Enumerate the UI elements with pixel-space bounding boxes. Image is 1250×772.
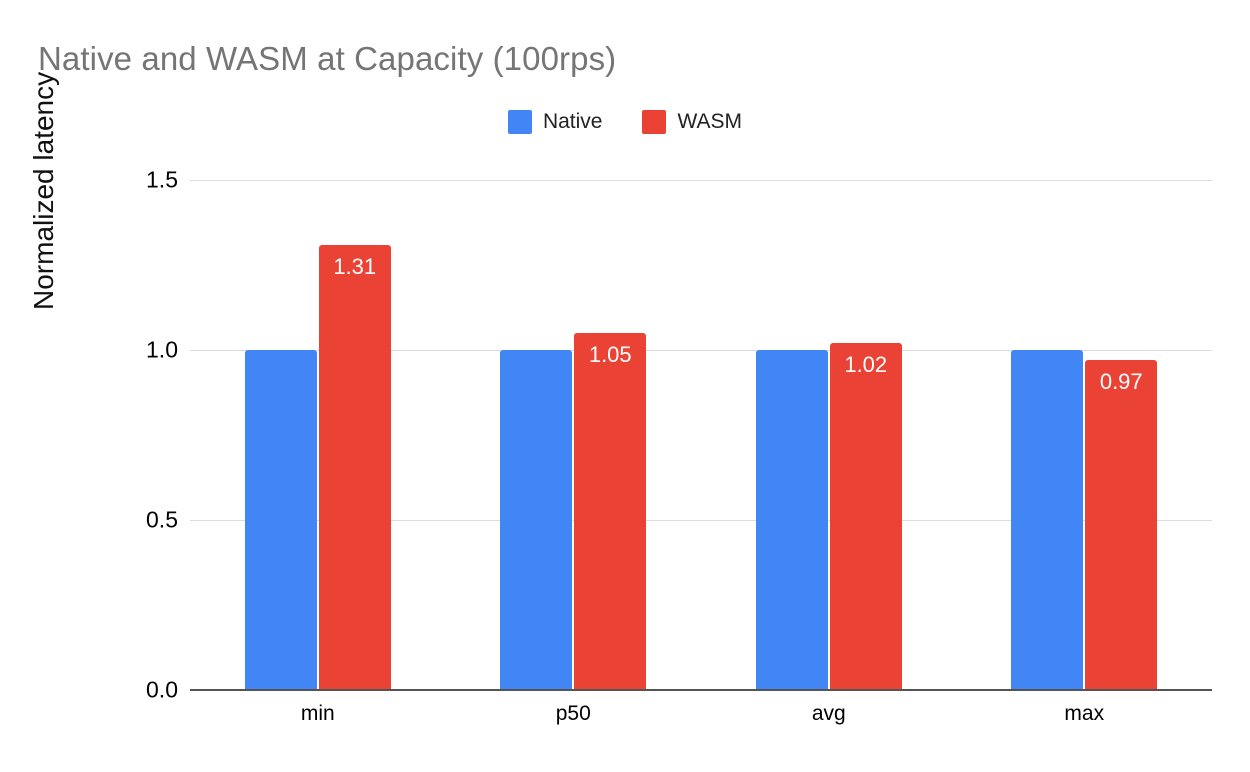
x-tick-label-p50: p50	[555, 702, 591, 725]
legend-label-wasm: WASM	[677, 110, 743, 133]
y-axis-title: Normalized latency	[28, 71, 59, 310]
y-tick-label: 0.0	[146, 676, 178, 703]
bar-wasm-min[interactable]: 1.31	[318, 244, 391, 690]
bar-value-label: 1.31	[333, 253, 377, 279]
gridline	[190, 520, 1212, 521]
bar-wasm-p50[interactable]: 1.05	[574, 333, 647, 690]
chart-legend: Native WASM	[0, 110, 1250, 134]
bar-native-p50[interactable]	[500, 350, 573, 690]
legend-item-native[interactable]: Native	[507, 110, 603, 134]
bar-wasm-max[interactable]: 0.97	[1085, 360, 1158, 690]
chart-title: Native and WASM at Capacity (100rps)	[38, 40, 617, 77]
bar-native-avg[interactable]	[755, 350, 828, 690]
x-tick-label-min: min	[300, 702, 335, 725]
bar-wasm-avg[interactable]: 1.02	[829, 343, 902, 690]
bar-native-max[interactable]	[1011, 350, 1084, 690]
x-tick-label-max: max	[1064, 702, 1105, 725]
bar-value-label: 0.97	[1099, 369, 1143, 395]
x-tick-label-avg: avg	[811, 702, 846, 725]
y-tick-label: 1.5	[146, 166, 178, 193]
gridline	[190, 350, 1212, 351]
plot-area: 1.31 1.05 1.02 0.97	[190, 180, 1212, 691]
legend-swatch-native	[507, 110, 532, 134]
legend-item-wasm[interactable]: WASM	[642, 110, 742, 134]
y-tick-label: 0.5	[146, 506, 178, 533]
bar-native-min[interactable]	[244, 350, 317, 690]
y-tick-label: 1.0	[146, 336, 178, 363]
legend-swatch-wasm	[642, 110, 667, 134]
bar-value-label: 1.02	[844, 352, 888, 378]
legend-label-native: Native	[542, 110, 603, 133]
x-axis-line	[190, 689, 1212, 691]
bar-value-label: 1.05	[588, 342, 632, 367]
gridline	[190, 180, 1212, 181]
